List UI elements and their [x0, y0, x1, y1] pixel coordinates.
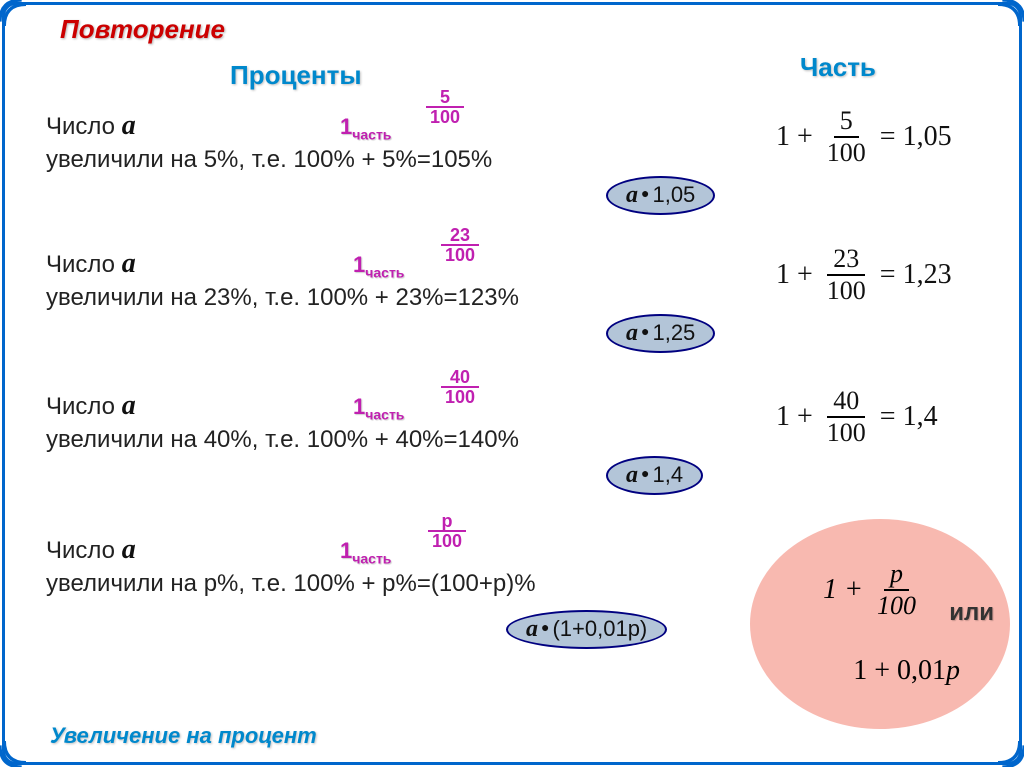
number-prefix: Число — [46, 393, 122, 420]
one: 1 — [340, 114, 352, 139]
part-sub: часть — [365, 264, 404, 280]
one-plus: 1 + — [776, 401, 813, 433]
variable-a: a — [122, 248, 136, 279]
vfrac-p: p 100 — [869, 561, 924, 619]
badge-value: 1,4 — [652, 462, 683, 487]
number-prefix: Число — [46, 251, 122, 278]
frac-den: 100 — [428, 532, 466, 550]
frac-den: 100 — [441, 246, 479, 264]
one-plus: 1 + — [776, 259, 813, 291]
one: 1 — [340, 538, 352, 563]
vfrac-num: 40 — [827, 388, 865, 418]
one: 1 — [353, 252, 365, 277]
vfrac-den: 100 — [871, 591, 922, 619]
part-sub: часть — [352, 550, 391, 566]
general-formula-fraction: 1 + p 100 — [823, 561, 924, 619]
vfrac-den: 100 — [821, 138, 872, 166]
frac-num: p — [428, 512, 466, 532]
badge-value: 1,05 — [652, 182, 695, 207]
mult-dot-icon: ● — [638, 465, 652, 481]
one-plus: 1 + — [776, 121, 813, 153]
vfrac-num: 5 — [834, 108, 859, 138]
one-plus: 1 + — [823, 574, 863, 606]
number-prefix: Число — [46, 537, 122, 564]
small-fraction: p 100 — [428, 512, 466, 550]
fraction-equation: 1 + 23 100 = 1,23 — [776, 246, 952, 304]
result-badge: a●1,25 — [606, 314, 715, 353]
vfrac-num: 23 — [827, 246, 865, 276]
variable-a: a — [122, 534, 136, 565]
corner-ornament-tl — [0, 0, 26, 26]
mult-dot-icon: ● — [538, 619, 552, 635]
vfrac: 5 100 — [819, 108, 874, 166]
part-sub: часть — [352, 126, 391, 142]
corner-ornament-br — [998, 741, 1024, 767]
badge-value: (1+0,01p) — [552, 616, 647, 641]
badge-var: a — [626, 320, 638, 346]
variable-a: a — [122, 110, 136, 141]
general-formula-decimal: 1 + 0,01p — [853, 655, 960, 687]
or-label: или — [949, 599, 994, 627]
example-block-3: Число a увеличили на 40%, т.е. 100% + 40… — [46, 388, 1004, 456]
badge-value: 1,25 — [652, 320, 695, 345]
column-title-percents: Проценты — [230, 60, 362, 91]
mult-dot-icon: ● — [638, 185, 652, 201]
one-part-label: 1часть — [340, 538, 391, 566]
vfrac-num: p — [884, 561, 909, 591]
vfrac: 23 100 — [819, 246, 874, 304]
corner-ornament-bl — [0, 741, 26, 767]
one-part-label: 1часть — [353, 394, 404, 422]
frac-num: 5 — [426, 88, 464, 108]
column-title-part: Часть — [800, 52, 876, 83]
eq-result: = 1,05 — [880, 121, 952, 153]
example-block-1: Число a увеличили на 5%, т.е. 100% + 5%=… — [46, 108, 1004, 176]
fraction-equation: 1 + 5 100 = 1,05 — [776, 108, 952, 166]
footer-label: Увеличение на процент — [50, 723, 317, 749]
vfrac-den: 100 — [821, 418, 872, 446]
result-badge: a●(1+0,01p) — [506, 610, 667, 649]
badge-var: a — [526, 616, 538, 642]
result-badge: a●1,4 — [606, 456, 703, 495]
formula-text: 1 + 0,01p — [853, 655, 960, 686]
fraction-equation: 1 + 40 100 = 1,4 — [776, 388, 938, 446]
small-fraction: 5 100 — [426, 88, 464, 126]
number-prefix: Число — [46, 113, 122, 140]
eq-result: = 1,4 — [880, 401, 938, 433]
badge-var: a — [626, 182, 638, 208]
vfrac: 40 100 — [819, 388, 874, 446]
eq-result: = 1,23 — [880, 259, 952, 291]
corner-ornament-tr — [998, 0, 1024, 26]
one: 1 — [353, 394, 365, 419]
vfrac-den: 100 — [821, 276, 872, 304]
frac-num: 23 — [441, 226, 479, 246]
frac-num: 40 — [441, 368, 479, 388]
one-part-label: 1часть — [340, 114, 391, 142]
variable-a: a — [122, 390, 136, 421]
small-fraction: 23 100 — [441, 226, 479, 264]
result-badge: a●1,05 — [606, 176, 715, 215]
example-block-2: Число a увеличили на 23%, т.е. 100% + 23… — [46, 246, 1004, 314]
frac-den: 100 — [426, 108, 464, 126]
one-part-label: 1часть — [353, 252, 404, 280]
header-title: Повторение — [60, 14, 225, 45]
badge-var: a — [626, 462, 638, 488]
small-fraction: 40 100 — [441, 368, 479, 406]
frac-den: 100 — [441, 388, 479, 406]
mult-dot-icon: ● — [638, 323, 652, 339]
part-sub: часть — [365, 406, 404, 422]
